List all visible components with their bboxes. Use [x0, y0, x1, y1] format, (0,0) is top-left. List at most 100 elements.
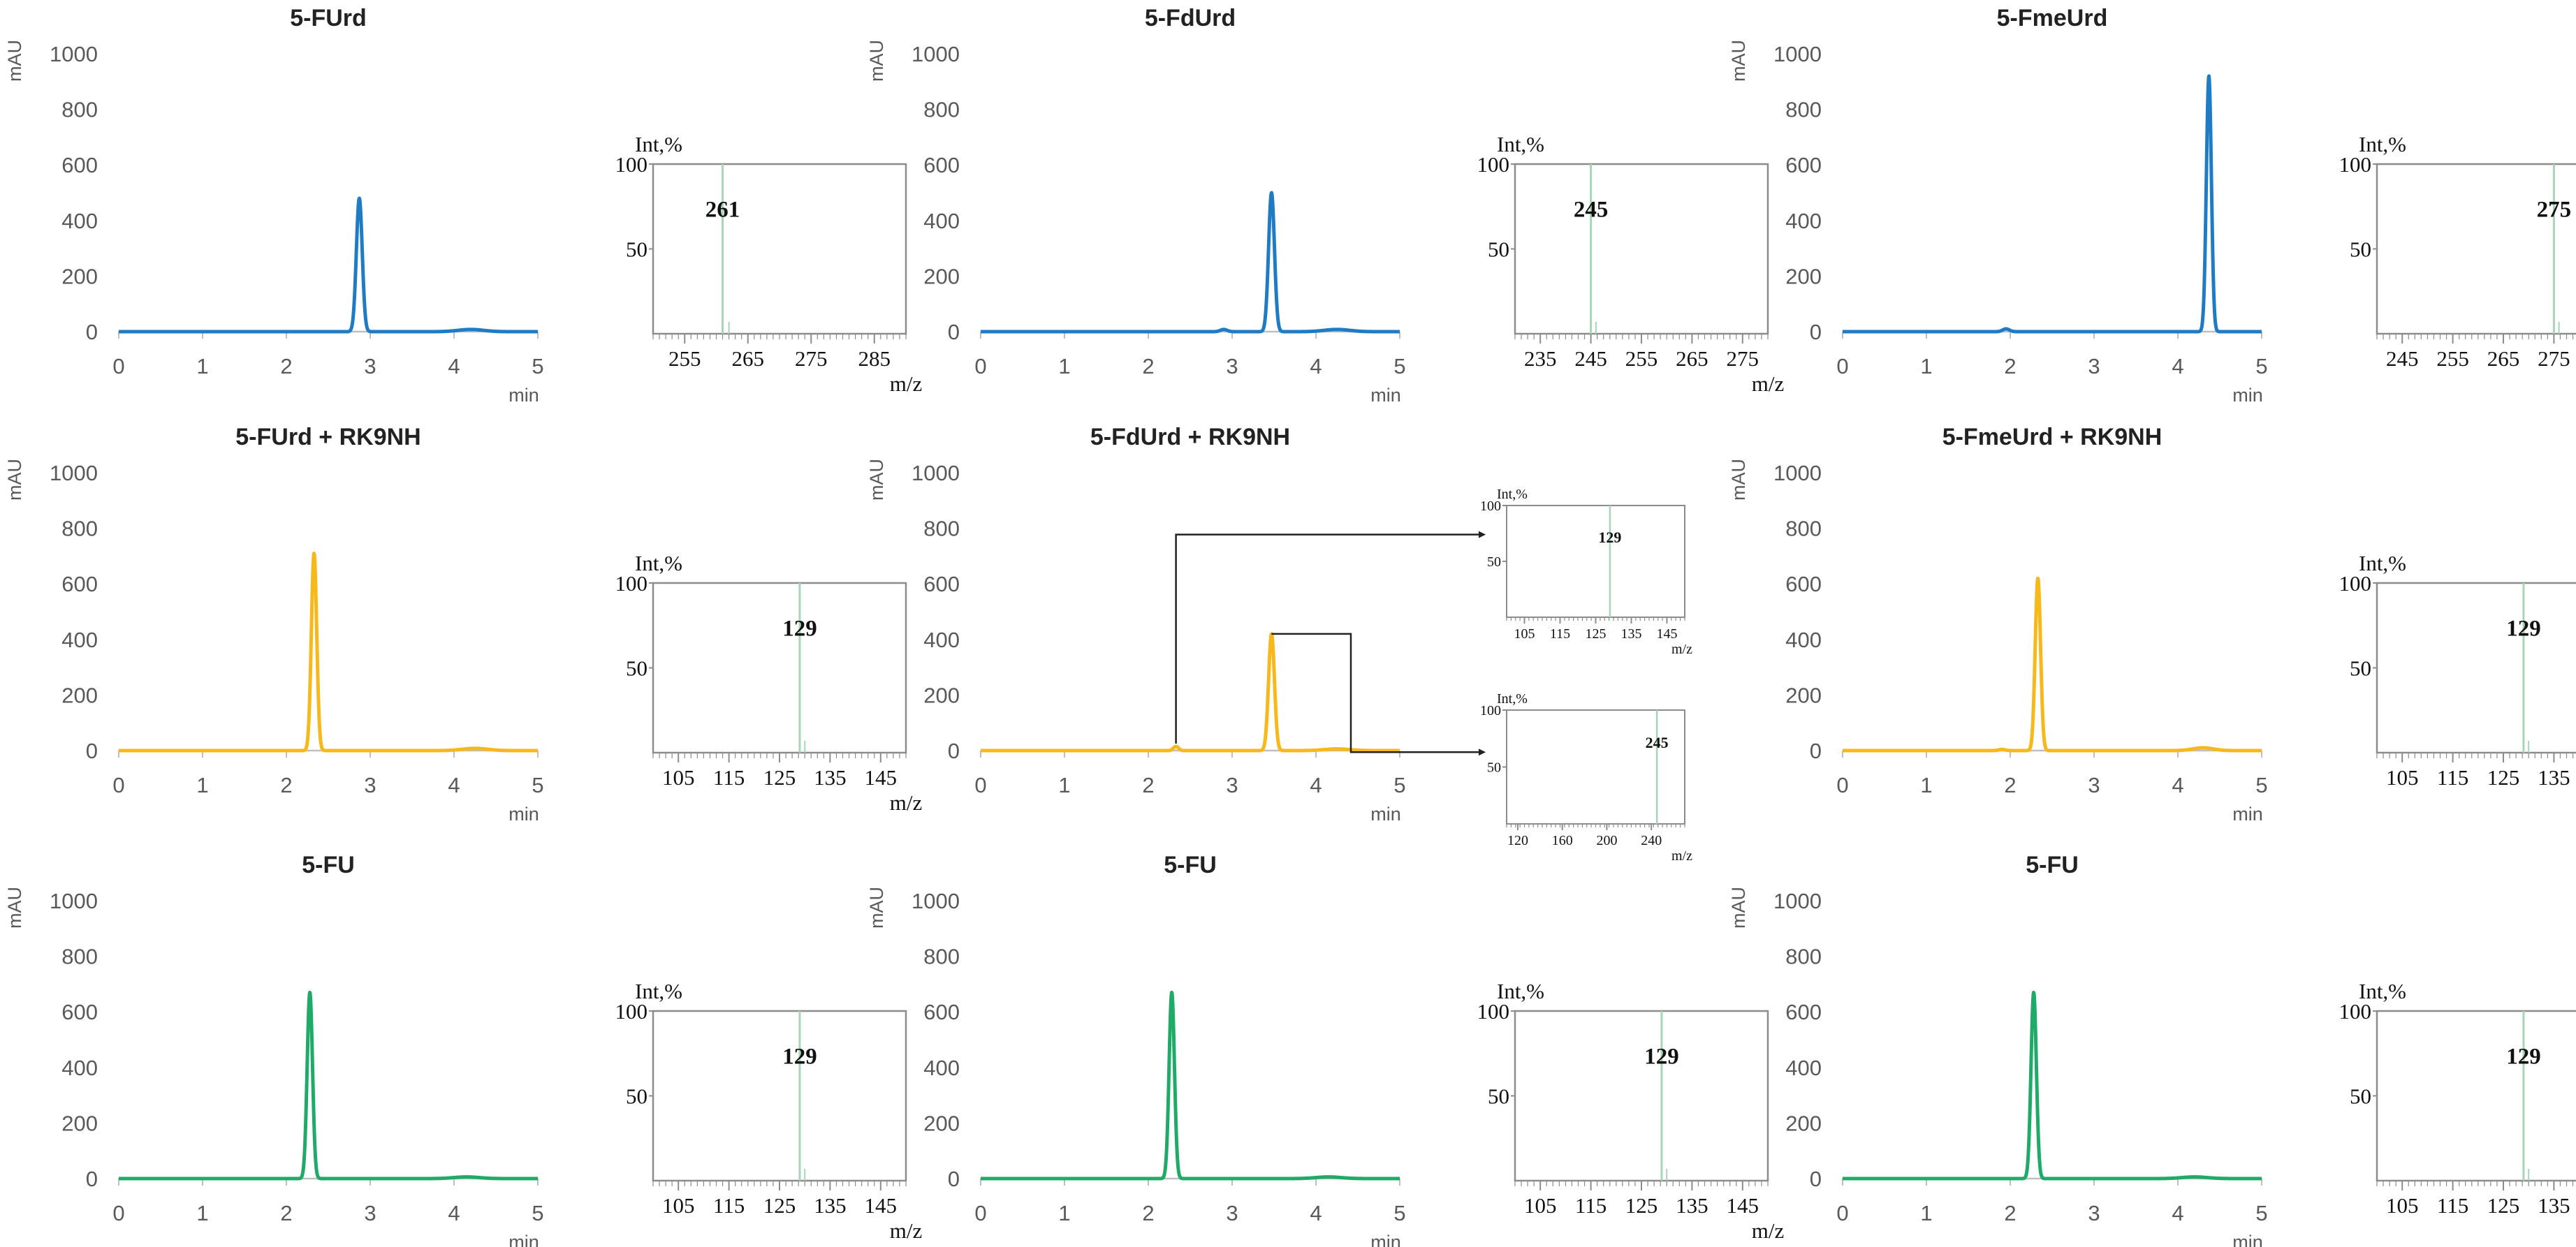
y-tick-label: 200 — [1785, 264, 1822, 288]
ms-xtick-label: 145 — [1657, 626, 1678, 642]
ms-ytick-label: 100 — [1477, 152, 1510, 177]
y-tick-label: 600 — [1785, 153, 1822, 177]
ms-frame — [1514, 163, 1769, 335]
ms-peak-label: 129 — [782, 616, 817, 641]
ms-ylabel: Int,% — [635, 551, 682, 575]
ms-frame — [652, 582, 907, 754]
ms-xtick-label: 115 — [2437, 1193, 2468, 1218]
ms-ytick-label: 100 — [615, 999, 648, 1024]
y-tick-label: 0 — [948, 320, 960, 344]
x-axis-label: min — [1370, 1232, 1401, 1247]
chart-title: 5-FdUrd + RK9NH — [1090, 424, 1290, 450]
ms-xtick-label: 265 — [2487, 346, 2520, 371]
ms-xlabel: m/z — [1752, 1218, 1785, 1243]
x-tick-label: 3 — [1226, 773, 1238, 797]
ms-xtick-label: 125 — [763, 1193, 796, 1218]
x-tick-label: 4 — [448, 773, 460, 797]
x-tick-label: 5 — [2255, 1201, 2267, 1225]
chromatogram-trace — [117, 552, 539, 753]
ms-xtick-label: 275 — [1727, 346, 1759, 371]
ms-ytick-label: 100 — [2339, 571, 2372, 596]
x-axis-label: min — [2232, 1232, 2263, 1247]
ms-ytick-label: 50 — [2350, 656, 2371, 681]
x-tick-label: 3 — [1226, 1201, 1238, 1225]
chart-title: 5-FdUrd — [1145, 5, 1236, 31]
chart-title: 5-FUrd + RK9NH — [235, 424, 420, 450]
ms-xtick-label: 105 — [1514, 626, 1535, 642]
y-axis-label: mAU — [4, 459, 25, 501]
y-tick-label: 400 — [1785, 1056, 1822, 1080]
x-tick-label: 4 — [2172, 773, 2183, 797]
ms-frame — [1514, 1010, 1769, 1182]
x-tick-label: 4 — [2172, 354, 2183, 378]
chromatogram-trace — [1841, 990, 2263, 1181]
x-tick-label: 0 — [1836, 1201, 1848, 1225]
y-tick-label: 0 — [86, 320, 98, 344]
ms-ylabel: Int,% — [1497, 487, 1528, 502]
ms-xtick-label: 135 — [1621, 626, 1642, 642]
y-tick-label: 800 — [1785, 98, 1822, 122]
chart-title: 5-FmeUrd + RK9NH — [1942, 424, 2162, 450]
ms-peak-label: 129 — [2506, 616, 2541, 641]
x-tick-label: 0 — [112, 773, 124, 797]
y-tick-label: 600 — [61, 153, 98, 177]
ms-ytick-label: 50 — [2350, 1084, 2371, 1109]
y-tick-label: 800 — [61, 517, 98, 541]
x-axis-label: min — [508, 1232, 539, 1247]
y-tick-label: 600 — [61, 1000, 98, 1024]
x-tick-label: 5 — [2255, 354, 2267, 378]
chart-panel-c22: 5-FdUrd + RK9NH mAU 0 200 400 600 800 1000 0 1 2 3 4… — [866, 424, 1692, 864]
ms-xtick-label: 135 — [2538, 765, 2570, 790]
ms-xtick-label: 265 — [1676, 346, 1708, 371]
y-tick-label: 800 — [1785, 945, 1822, 969]
ms-xtick-label: 245 — [2386, 346, 2419, 371]
ms-xtick-label: 135 — [2538, 1193, 2570, 1218]
connector-arrow — [1271, 633, 1486, 756]
chart-panel-c12: 5-FdUrd mAU 0 200 400 600 800 1000 0 1 2 3 4 5 min 100 5… — [866, 5, 1784, 406]
chart-title: 5-FmeUrd — [1997, 5, 2108, 31]
ms-xtick-label: 105 — [662, 765, 695, 790]
ms-peak-label: 261 — [705, 197, 740, 222]
chart-panel-c31: 5-FU mAU 0 200 400 600 800 1000 0 1 2 3 4 5 min 100 50 In… — [4, 852, 922, 1247]
ms-frame — [1506, 505, 1685, 618]
y-tick-label: 200 — [923, 264, 960, 288]
y-tick-label: 200 — [61, 683, 98, 707]
y-tick-label: 600 — [923, 572, 960, 596]
ms-xtick-label: 105 — [1524, 1193, 1557, 1218]
x-tick-label: 0 — [1836, 773, 1848, 797]
ms-xtick-label: 145 — [865, 765, 898, 790]
y-tick-label: 800 — [61, 98, 98, 122]
ms-xtick-label: 105 — [662, 1193, 695, 1218]
y-tick-label: 200 — [923, 1111, 960, 1135]
ms-xlabel: m/z — [1671, 848, 1692, 864]
ms-xtick-label: 115 — [713, 765, 745, 790]
ms-frame — [652, 1010, 907, 1182]
chromatogram-trace — [979, 990, 1401, 1181]
chromatogram-trace — [979, 632, 1401, 753]
chart-panel-c11: 5-FUrd mAU 0 200 400 600 800 1000 0 1 2 3 4 5 min 100 50… — [4, 5, 922, 406]
ms-xlabel: m/z — [1671, 642, 1692, 657]
ms-xtick-label: 105 — [2386, 1193, 2419, 1218]
x-tick-label: 1 — [196, 773, 208, 797]
ms-ylabel: Int,% — [635, 979, 682, 1003]
y-tick-label: 0 — [1810, 320, 1822, 344]
x-tick-label: 2 — [280, 1201, 292, 1225]
ms-ylabel: Int,% — [635, 132, 682, 156]
x-tick-label: 1 — [1920, 773, 1932, 797]
ms-frame — [2376, 582, 2576, 754]
y-tick-label: 400 — [923, 1056, 960, 1080]
x-tick-label: 5 — [1393, 773, 1405, 797]
y-tick-label: 600 — [1785, 1000, 1822, 1024]
y-tick-label: 1000 — [912, 461, 960, 485]
ms-peak-label: 245 — [1646, 734, 1669, 751]
x-tick-label: 3 — [1226, 354, 1238, 378]
ms-peak-label: 275 — [2537, 197, 2572, 222]
chart-panel-c33: 5-FU mAU 0 200 400 600 800 1000 0 1 2 3 4 5 min 100 50 In… — [1728, 852, 2576, 1247]
x-tick-label: 2 — [2004, 773, 2016, 797]
x-tick-label: 4 — [1310, 1201, 1322, 1225]
ms-xtick-label: 255 — [1625, 346, 1658, 371]
ms-xtick-label: 245 — [1574, 346, 1607, 371]
x-tick-label: 4 — [448, 354, 460, 378]
x-axis-label: min — [508, 804, 539, 825]
x-tick-label: 4 — [1310, 354, 1322, 378]
